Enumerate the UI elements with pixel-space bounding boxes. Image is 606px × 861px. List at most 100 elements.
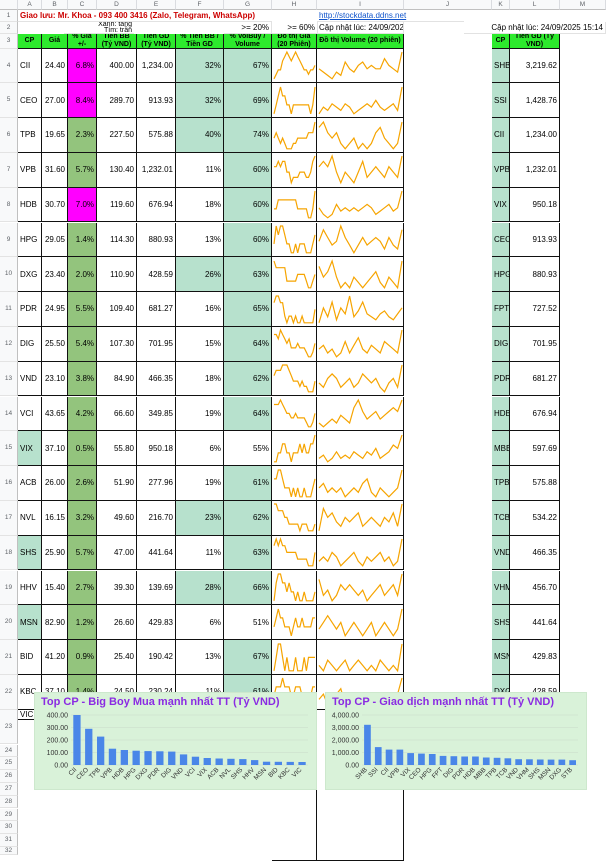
column-header-a[interactable]: A xyxy=(18,0,42,10)
bar-vix[interactable] xyxy=(407,753,414,765)
row-header-25[interactable]: 25 xyxy=(0,757,18,771)
table-cell-cp[interactable]: CII xyxy=(18,48,42,84)
side-cell-cp[interactable]: DIG xyxy=(492,326,510,362)
bar-shs[interactable] xyxy=(239,759,247,765)
side-cell-cp[interactable]: VND xyxy=(492,535,510,571)
side-cell-cp[interactable]: VPB xyxy=(492,152,510,188)
side-cell-cp[interactable]: CII xyxy=(492,118,510,153)
bar-msn[interactable] xyxy=(262,761,271,765)
bar-hdb[interactable] xyxy=(120,750,128,765)
bar-stb[interactable] xyxy=(569,760,576,765)
chart-panel-0[interactable]: Top CP - Big Boy Mua mạnh nhất TT (Tỷ VN… xyxy=(34,692,317,790)
table-cell-cp[interactable]: VCI xyxy=(18,396,42,432)
bar-msn[interactable] xyxy=(547,759,555,765)
row-header-28[interactable]: 28 xyxy=(0,795,18,809)
side-cell-cp[interactable]: TPB xyxy=(492,466,510,501)
bar-vix[interactable] xyxy=(203,758,211,765)
bar-vpb[interactable] xyxy=(396,749,404,765)
side-cell-cp[interactable]: VHM xyxy=(492,570,510,606)
bar-dxg[interactable] xyxy=(144,751,152,765)
row-header-15[interactable]: 15 xyxy=(0,431,18,467)
column-header-g[interactable]: G xyxy=(224,0,272,10)
row-header-14[interactable]: 14 xyxy=(0,396,18,432)
chart-panel-1[interactable]: Top CP - Giao dịch mạnh nhất TT (Tỷ VND)… xyxy=(325,692,587,790)
table-cell-cp[interactable]: HPG xyxy=(18,222,42,258)
column-header-d[interactable]: D xyxy=(97,0,137,10)
column-header-l[interactable]: L xyxy=(510,0,560,10)
bar-acb[interactable] xyxy=(215,758,223,766)
column-header-b[interactable]: B xyxy=(42,0,68,10)
row-header-22[interactable]: 22 xyxy=(0,674,18,710)
bar-vnd[interactable] xyxy=(515,759,522,765)
bar-fpt[interactable] xyxy=(439,755,447,765)
bar-mbb[interactable] xyxy=(482,757,490,766)
row-header-13[interactable]: 13 xyxy=(0,361,18,397)
table-cell-cp[interactable]: NVL xyxy=(18,500,42,536)
row-header-23[interactable]: 23 xyxy=(0,709,18,745)
column-header-c[interactable]: C xyxy=(68,0,97,10)
bar-tpb[interactable] xyxy=(97,736,105,765)
bar-vhm[interactable] xyxy=(526,759,533,765)
side-cell-cp[interactable]: VIX xyxy=(492,187,510,223)
row-header-6[interactable]: 6 xyxy=(0,118,18,153)
row-header-18[interactable]: 18 xyxy=(0,535,18,571)
row-header-1[interactable]: 1 xyxy=(0,10,18,22)
table-cell-cp[interactable]: TPB xyxy=(18,118,42,153)
side-cell-cp[interactable]: SHS xyxy=(492,605,510,641)
bar-cii[interactable] xyxy=(73,715,81,765)
row-header-5[interactable]: 5 xyxy=(0,83,18,119)
row-header-19[interactable]: 19 xyxy=(0,570,18,606)
row-header-24[interactable]: 24 xyxy=(0,744,18,758)
bar-dig[interactable] xyxy=(450,756,458,765)
table-cell-cp[interactable]: DXG xyxy=(18,257,42,293)
side-cell-cp[interactable]: CEO xyxy=(492,222,510,258)
row-header-20[interactable]: 20 xyxy=(0,605,18,641)
row-header-29[interactable]: 29 xyxy=(0,808,18,822)
bar-vic[interactable] xyxy=(298,762,306,765)
row-header-27[interactable]: 27 xyxy=(0,782,18,796)
row-header-3[interactable]: 3 xyxy=(0,34,18,49)
table-cell-cp[interactable]: HDB xyxy=(18,187,42,223)
table-cell-cp[interactable]: MSN xyxy=(18,605,42,641)
bar-pdr[interactable] xyxy=(461,756,468,766)
table-cell-cp[interactable]: VIX xyxy=(18,431,42,467)
side-cell-cp[interactable]: TCB xyxy=(492,500,510,536)
row-header-16[interactable]: 16 xyxy=(0,466,18,501)
side-cell-cp[interactable]: SHB xyxy=(492,48,510,84)
row-header-32[interactable]: 32 xyxy=(0,846,18,855)
row-header-21[interactable]: 21 xyxy=(0,640,18,675)
select-all-corner[interactable] xyxy=(0,0,18,10)
table-cell-cp[interactable]: HHV xyxy=(18,570,42,606)
bar-hpg[interactable] xyxy=(428,754,436,765)
bar-bid[interactable] xyxy=(274,761,282,765)
stockdata-link[interactable]: http://stockdata.ddns.net xyxy=(317,10,464,22)
bar-vci[interactable] xyxy=(191,756,200,765)
side-cell-cp[interactable]: HPG xyxy=(492,257,510,293)
column-header-m[interactable]: M xyxy=(560,0,606,10)
table-cell-cp[interactable]: BID xyxy=(18,640,42,675)
column-header-i[interactable]: I xyxy=(317,0,404,10)
row-header-12[interactable]: 12 xyxy=(0,326,18,362)
bar-shs[interactable] xyxy=(536,759,544,766)
side-cell-cp[interactable]: SSI xyxy=(492,83,510,119)
row-header-9[interactable]: 9 xyxy=(0,222,18,258)
row-header-7[interactable]: 7 xyxy=(0,152,18,188)
bar-ceo[interactable] xyxy=(85,728,93,765)
bar-ceo[interactable] xyxy=(418,753,425,765)
side-cell-cp[interactable]: MBB xyxy=(492,431,510,467)
bar-tcb[interactable] xyxy=(504,758,512,765)
bar-shb[interactable] xyxy=(364,724,371,765)
row-header-17[interactable]: 17 xyxy=(0,500,18,536)
row-header-30[interactable]: 30 xyxy=(0,821,18,835)
row-header-8[interactable]: 8 xyxy=(0,187,18,223)
table-cell-cp[interactable]: CEO xyxy=(18,83,42,119)
bar-hdb[interactable] xyxy=(472,756,479,766)
bar-vpb[interactable] xyxy=(108,748,117,765)
side-cell-cp[interactable]: PDR xyxy=(492,361,510,397)
bar-vnd[interactable] xyxy=(179,754,188,765)
table-cell-cp[interactable]: VPB xyxy=(18,152,42,188)
table-cell-cp[interactable]: SHS xyxy=(18,535,42,571)
row-header-26[interactable]: 26 xyxy=(0,770,18,783)
column-header-e[interactable]: E xyxy=(137,0,176,10)
bar-dig[interactable] xyxy=(168,751,176,765)
